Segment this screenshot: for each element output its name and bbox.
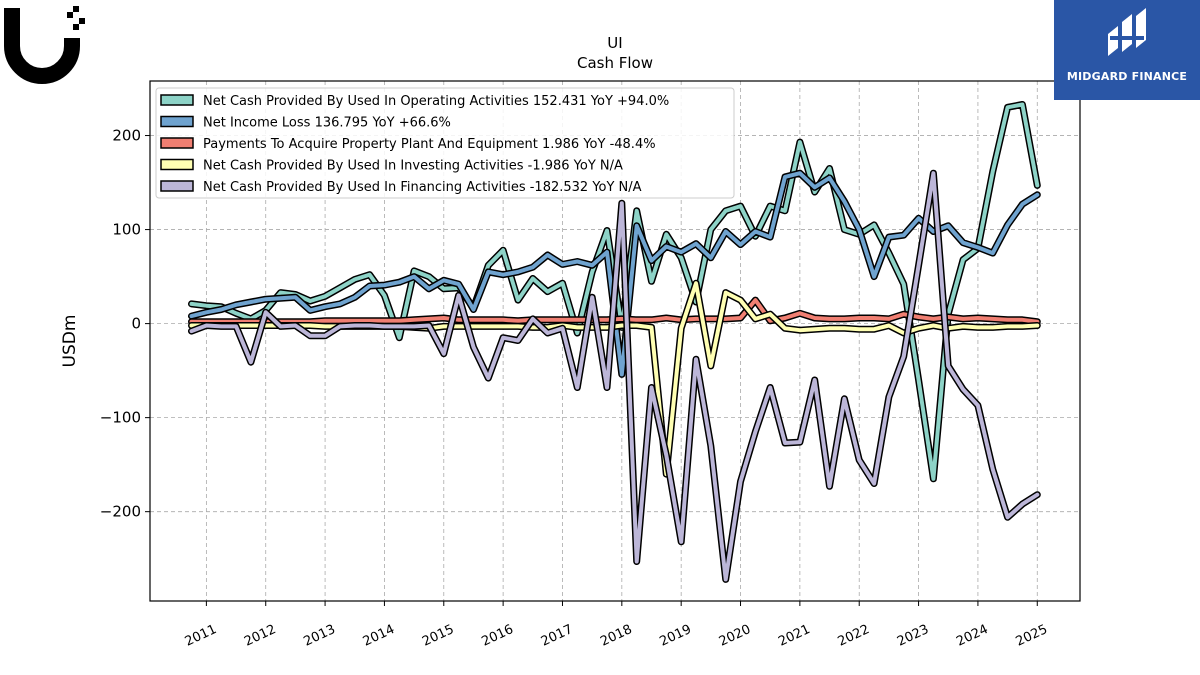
y-tick-label: −200: [100, 503, 141, 521]
series-layer: [188, 101, 1041, 583]
legend-swatch-investing: [160, 158, 194, 171]
x-tick-label: 2013: [301, 622, 337, 650]
ui-logo-mark: [3, 6, 85, 84]
legend-label-operating: Net Cash Provided By Used In Operating A…: [203, 94, 669, 109]
x-tick-label: 2012: [242, 622, 278, 650]
legend-swatch-net_income: [160, 115, 194, 128]
y-tick-label: −100: [100, 409, 141, 427]
y-tick-label: 0: [131, 315, 141, 333]
y-tick-label: 200: [112, 127, 141, 145]
chart-subtitle: Cash Flow: [577, 54, 653, 72]
x-tick-label: 2018: [598, 622, 634, 650]
x-tick-label: 2017: [539, 622, 575, 650]
legend-swatch-operating: [160, 94, 194, 106]
chart-title: UI: [607, 34, 622, 52]
legend-swatch-capex: [160, 137, 194, 149]
y-tick-label: 100: [112, 221, 141, 239]
ui-logo: [0, 0, 90, 90]
x-tick-label: 2025: [1014, 622, 1050, 650]
legend-frame: [155, 87, 735, 199]
x-tick-label: 2016: [479, 622, 515, 650]
x-tick-label: 2019: [658, 622, 694, 650]
x-tick-label: 2022: [836, 622, 872, 650]
legend-swatch-financing: [160, 180, 194, 192]
x-tick-label: 2023: [895, 622, 931, 650]
series-line-financing: [189, 171, 1040, 582]
x-tick-label: 2014: [361, 622, 397, 650]
x-tick-label: 2020: [717, 622, 753, 650]
y-axis-label: USDm: [60, 315, 80, 368]
x-tick-label: 2011: [183, 622, 219, 650]
x-tick-label: 2015: [420, 622, 456, 650]
legend-label-net_income: Net Income Loss 136.795 YoY +66.6%: [203, 116, 451, 131]
legend-label-capex: Payments To Acquire Property Plant And E…: [203, 137, 656, 152]
plot-frame: [149, 80, 1081, 602]
x-tick-label: 2024: [954, 622, 990, 650]
series-outline-financing: [188, 169, 1041, 583]
legend-label-financing: Net Cash Provided By Used In Financing A…: [203, 180, 642, 195]
legend-label-investing: Net Cash Provided By Used In Investing A…: [203, 159, 623, 174]
midgard-finance-logo-icon: [1108, 8, 1146, 56]
legend: Net Cash Provided By Used In Operating A…: [155, 87, 735, 199]
brand-name: MIDGARD FINANCE: [1066, 70, 1188, 83]
midgard-finance-brand: MIDGARD FINANCE: [1054, 0, 1200, 100]
x-tick-label: 2021: [776, 622, 812, 650]
